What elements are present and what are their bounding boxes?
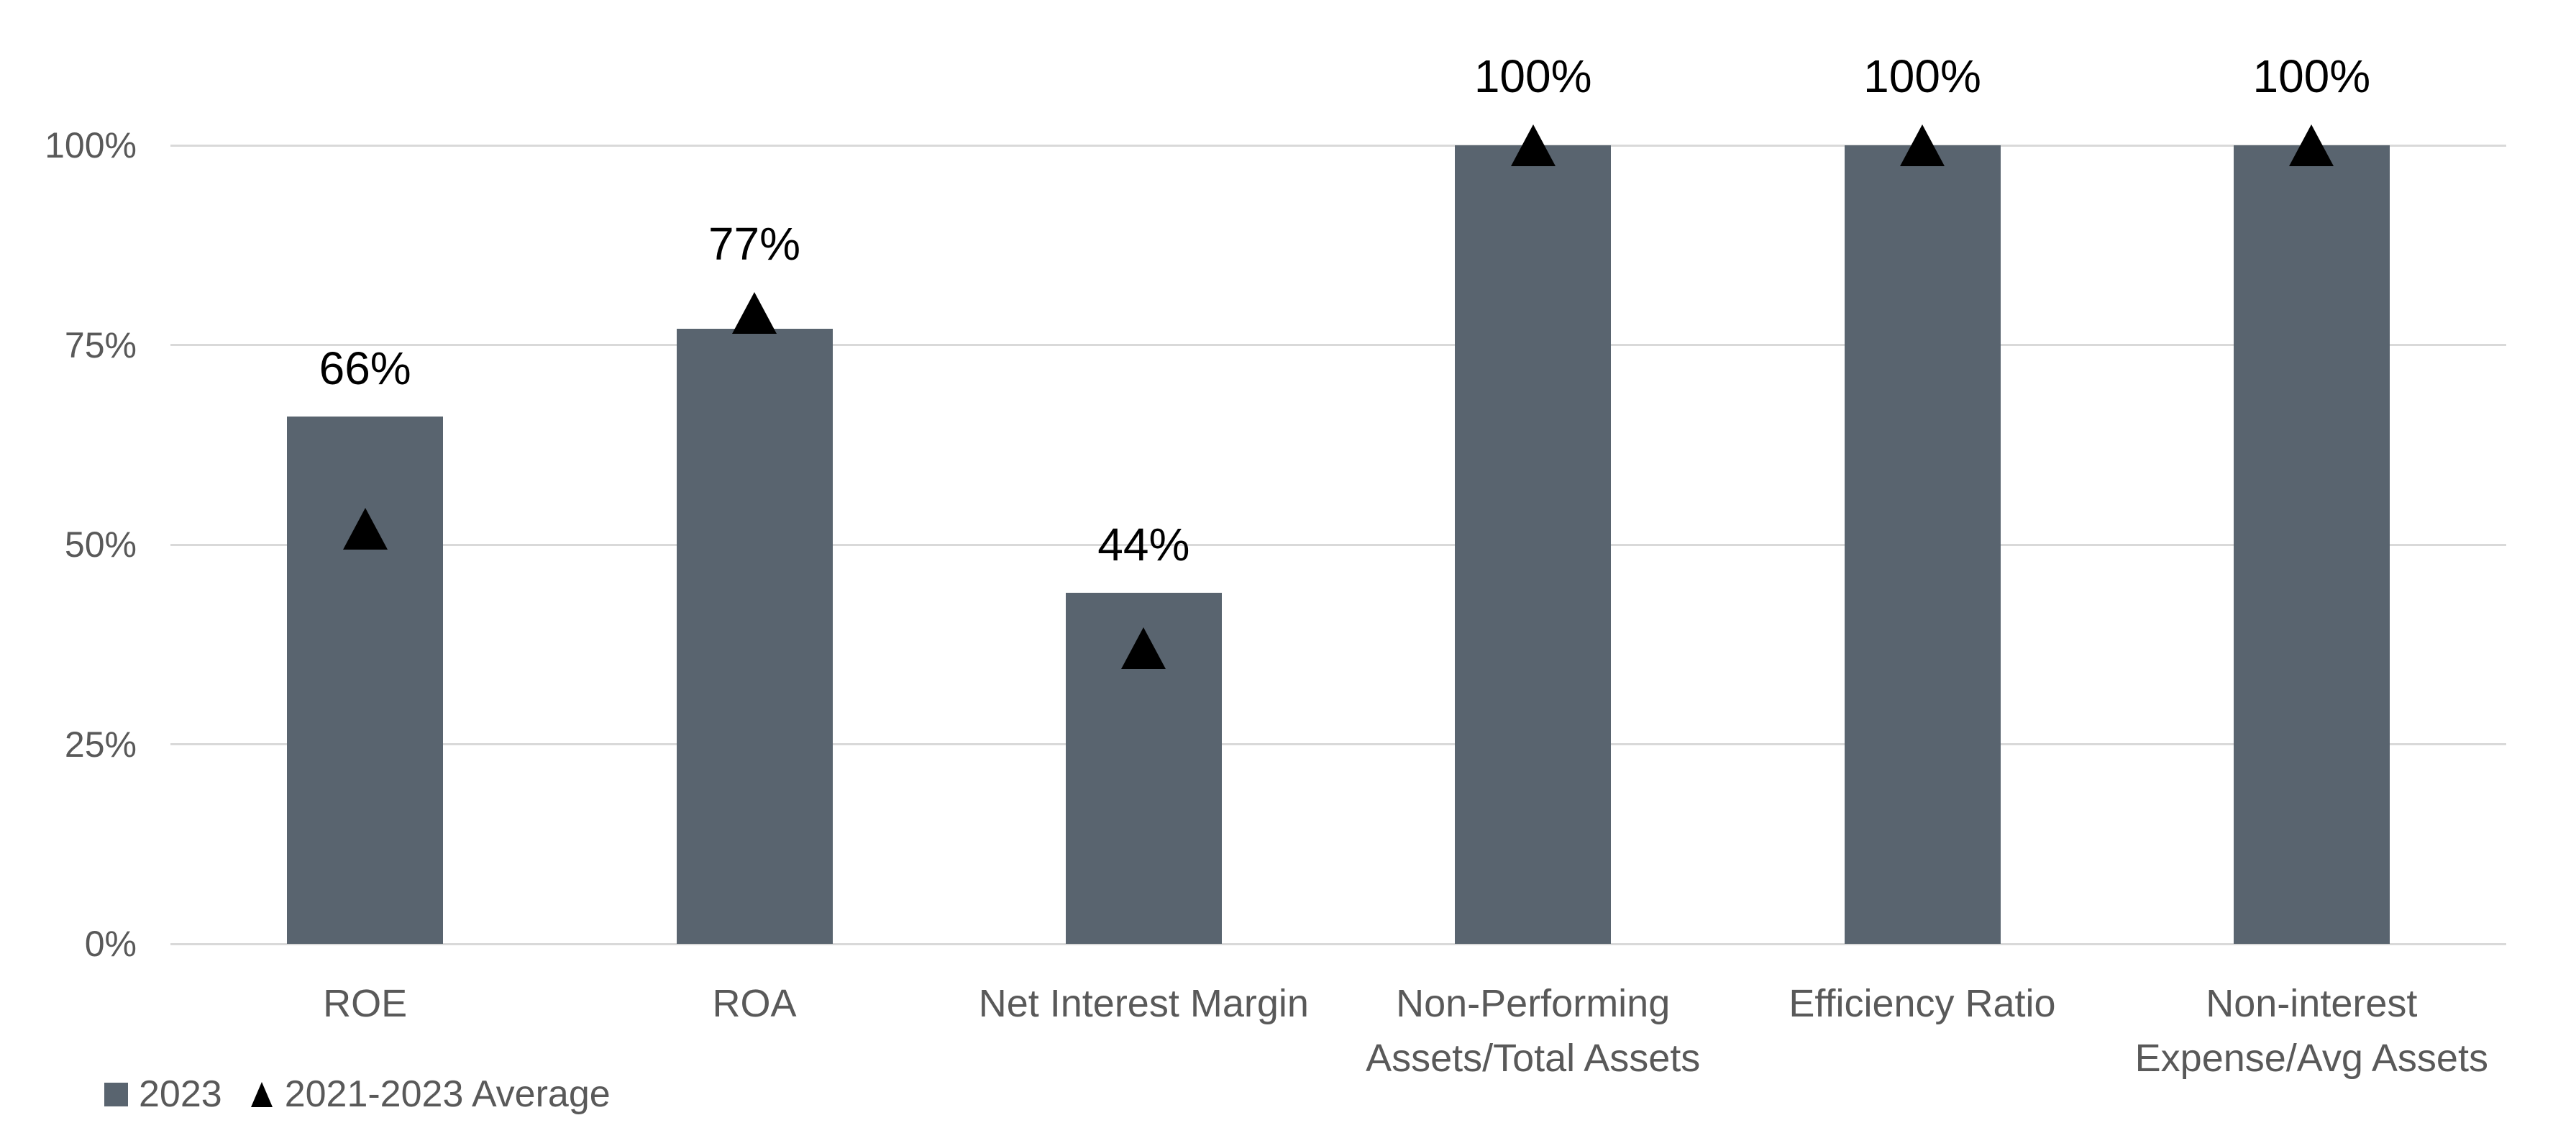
category-label: ROE — [323, 982, 408, 1025]
y-tick-label: 0% — [84, 924, 137, 964]
gridline-50% — [170, 543, 2506, 546]
bar-2 — [676, 329, 833, 944]
average-marker-triangle-4 — [1510, 124, 1556, 166]
category-label: Net Interest Margin — [978, 982, 1309, 1025]
average-marker-triangle-1 — [342, 507, 388, 550]
gridline-75% — [170, 344, 2506, 346]
average-marker-triangle-5 — [1900, 124, 1945, 166]
bar-6 — [2233, 145, 2390, 944]
bar-1 — [287, 417, 444, 944]
category-label: ROA — [712, 982, 797, 1025]
bar-5 — [1844, 145, 2001, 944]
bar-data-label: 77% — [708, 218, 801, 270]
gridline-0% — [170, 942, 2506, 945]
bar-data-label: 100% — [1863, 50, 1981, 102]
gridline-25% — [170, 743, 2506, 745]
plot-area: 66% 77% 44% 100% 100% 100% — [170, 50, 2506, 945]
bar-data-label: 66% — [319, 342, 411, 395]
legend-label-average: 2021-2023 Average — [284, 1073, 611, 1115]
bar-data-label: 100% — [1474, 50, 1592, 102]
bar-data-label: 100% — [2252, 50, 2371, 102]
category-label: Efficiency Ratio — [1789, 982, 2056, 1025]
legend-triangle-icon — [250, 1081, 273, 1107]
category-label: Non-interest Expense/Avg Assets — [2134, 982, 2488, 1080]
gridline-100% — [170, 144, 2506, 147]
legend-square-swatch-2023 — [104, 1082, 128, 1106]
category-label: Non-Performing Assets/Total Assets — [1366, 982, 1701, 1080]
y-tick-label: 100% — [45, 125, 137, 165]
legend: 2023 2021-2023 Average — [104, 1073, 611, 1115]
y-tick-label: 75% — [64, 324, 137, 365]
y-tick-label: 25% — [64, 724, 137, 765]
bar-4 — [1455, 145, 1612, 944]
bar-data-label: 44% — [1097, 518, 1190, 570]
y-tick-label: 50% — [64, 524, 137, 565]
x-axis-category-labels: ROE ROA Net Interest Margin Non-Performing … — [170, 977, 2506, 1092]
average-marker-triangle-3 — [1121, 627, 1166, 670]
legend-label-2023: 2023 — [139, 1073, 222, 1115]
average-marker-triangle-6 — [2289, 124, 2334, 166]
average-marker-triangle-2 — [732, 292, 777, 335]
y-axis: 0% 25% 50% 75% 100% — [0, 125, 137, 964]
